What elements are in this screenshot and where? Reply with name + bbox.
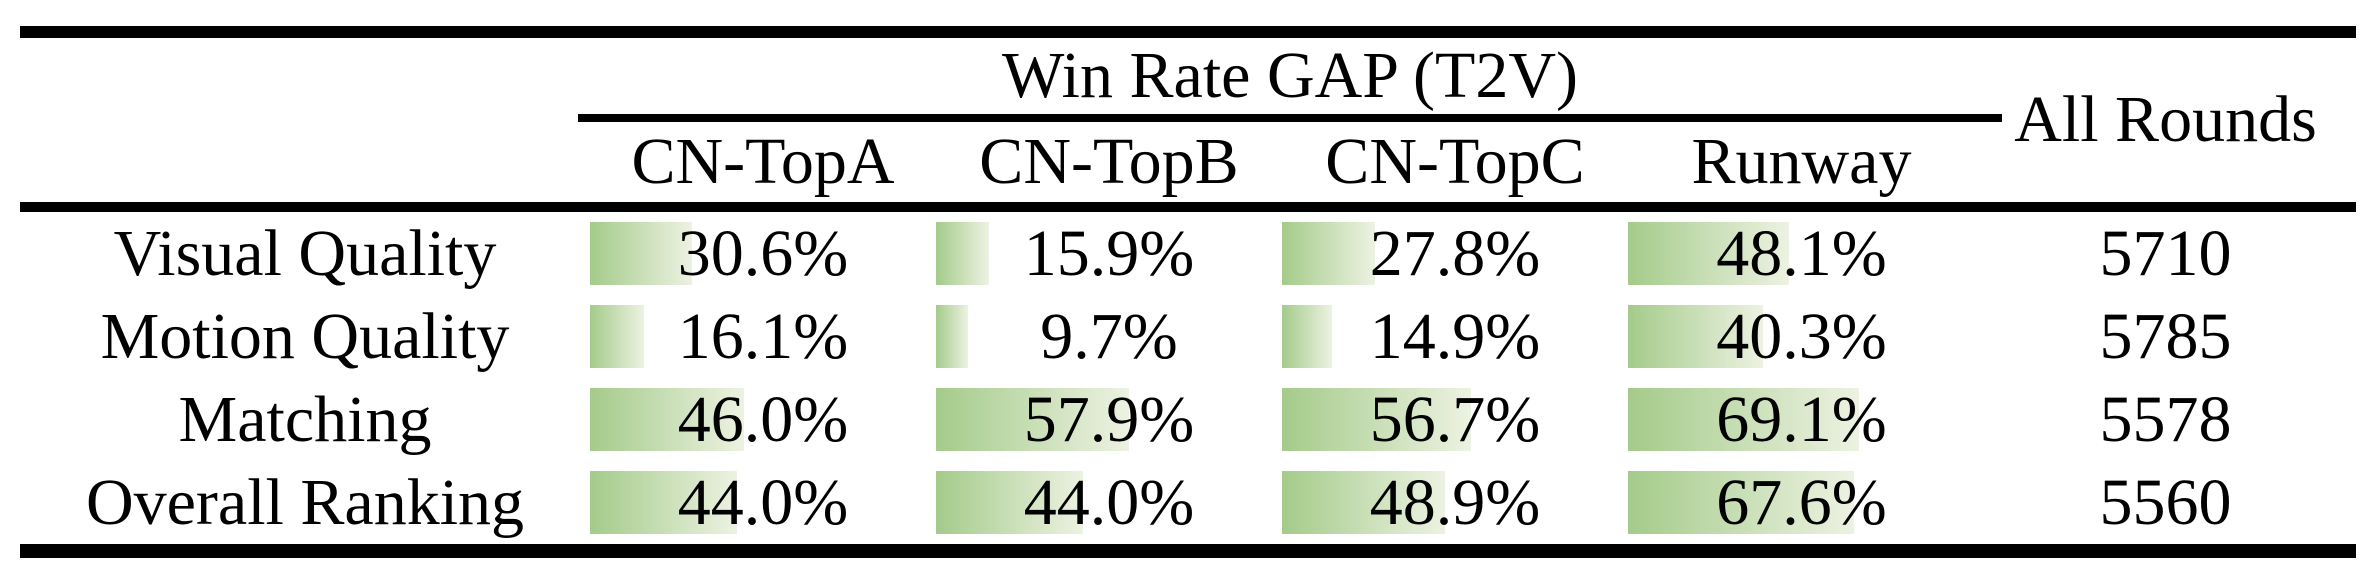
value-bar xyxy=(936,388,1130,451)
column-group-title: Win Rate GAP (T2V) xyxy=(1002,39,1578,112)
value-cell: 48.1% xyxy=(1628,212,1975,295)
value-bar xyxy=(1282,305,1332,368)
column-headers: CN-TopA CN-TopB CN-TopC Runway xyxy=(590,122,1975,202)
value-text: 48.9% xyxy=(1369,465,1541,539)
table-row: Matching 46.0% 57.9% 56.7% 69.1% 5578 xyxy=(20,378,2356,461)
value-text: 9.7% xyxy=(1040,299,1178,373)
value-text: 67.6% xyxy=(1716,465,1887,539)
all-rounds-value: 5578 xyxy=(2099,382,2232,456)
value-text: 30.6% xyxy=(677,216,849,290)
value-text: 48.1% xyxy=(1716,216,1887,290)
value-cell: 16.1% xyxy=(590,295,936,378)
row-label: Matching xyxy=(178,382,432,456)
value-bar xyxy=(1628,222,1789,285)
value-bar xyxy=(1628,305,1763,368)
value-cell: 27.8% xyxy=(1282,212,1628,295)
column-group-rule xyxy=(578,114,2002,122)
top-rule xyxy=(20,26,2356,38)
value-cell: 44.0% xyxy=(936,461,1282,544)
value-cell: 15.9% xyxy=(936,212,1282,295)
value-bar xyxy=(936,471,1083,534)
table-row: Overall Ranking 44.0% 44.0% 48.9% 67.6% 5560 xyxy=(20,461,2356,544)
value-text: 27.8% xyxy=(1369,216,1541,290)
value-text: 14.9% xyxy=(1369,299,1541,373)
value-bar xyxy=(936,305,969,368)
value-text: 44.0% xyxy=(677,465,849,539)
table-body: Visual Quality 30.6% 15.9% 27.8% 48.1% 5710 Mo… xyxy=(20,212,2356,544)
value-text: 16.1% xyxy=(677,299,849,373)
value-bar xyxy=(590,388,744,451)
value-bar xyxy=(1282,471,1446,534)
value-bar xyxy=(936,222,990,285)
table-row: Visual Quality 30.6% 15.9% 27.8% 48.1% 5710 xyxy=(20,212,2356,295)
value-cell: 48.9% xyxy=(1282,461,1628,544)
row-label: Visual Quality xyxy=(113,216,497,290)
value-cell: 67.6% xyxy=(1628,461,1975,544)
row-label: Motion Quality xyxy=(100,299,510,373)
column-header-2: CN-TopB xyxy=(979,125,1239,198)
value-bar xyxy=(590,305,644,368)
header-divider-rule xyxy=(20,202,2356,212)
value-bar xyxy=(1282,388,1472,451)
value-text: 46.0% xyxy=(677,382,849,456)
bottom-rule xyxy=(20,544,2356,558)
value-cell: 69.1% xyxy=(1628,378,1975,461)
value-bar xyxy=(1282,222,1375,285)
table-row: Motion Quality 16.1% 9.7% 14.9% 40.3% 5785 xyxy=(20,295,2356,378)
value-cell: 14.9% xyxy=(1282,295,1628,378)
all-rounds-value: 5785 xyxy=(2099,299,2232,373)
value-bar xyxy=(1628,471,1854,534)
all-rounds-header: All Rounds xyxy=(2014,83,2317,156)
value-text: 44.0% xyxy=(1023,465,1195,539)
value-text: 69.1% xyxy=(1716,382,1887,456)
value-text: 15.9% xyxy=(1023,216,1195,290)
all-rounds-value: 5560 xyxy=(2099,465,2232,539)
value-cell: 30.6% xyxy=(590,212,936,295)
value-text: 57.9% xyxy=(1023,382,1195,456)
value-cell: 9.7% xyxy=(936,295,1282,378)
value-cell: 40.3% xyxy=(1628,295,1975,378)
value-cell: 56.7% xyxy=(1282,378,1628,461)
column-header-1: CN-TopA xyxy=(631,125,895,198)
value-bar xyxy=(590,222,693,285)
value-text: 56.7% xyxy=(1369,382,1541,456)
column-header-4: Runway xyxy=(1691,125,1912,198)
all-rounds-value: 5710 xyxy=(2099,216,2232,290)
column-header-3: CN-TopC xyxy=(1325,125,1585,198)
value-bar xyxy=(590,471,737,534)
row-label: Overall Ranking xyxy=(85,465,525,539)
value-cell: 57.9% xyxy=(936,378,1282,461)
value-bar xyxy=(1628,388,1859,451)
value-text: 40.3% xyxy=(1716,299,1887,373)
value-cell: 46.0% xyxy=(590,378,936,461)
value-cell: 44.0% xyxy=(590,461,936,544)
